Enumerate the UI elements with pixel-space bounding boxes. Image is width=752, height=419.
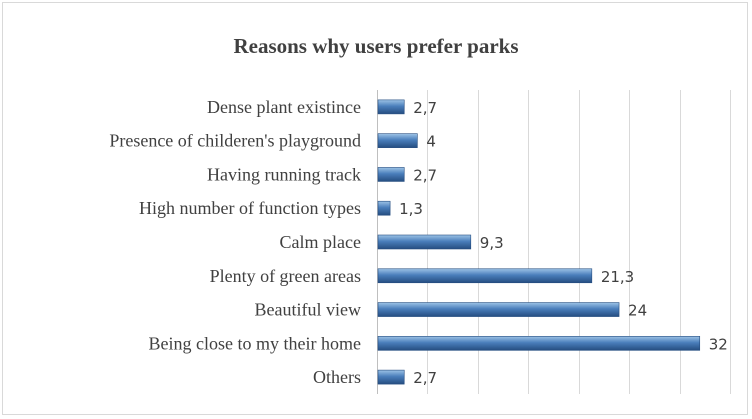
value-label: 9,3 <box>480 234 504 252</box>
category-label: Presence of childeren's playground <box>109 131 361 151</box>
category-label: Others <box>313 367 361 387</box>
category-label: Plenty of green areas <box>210 266 361 286</box>
value-label: 2,7 <box>413 369 437 387</box>
bar <box>377 302 620 317</box>
bar <box>377 133 418 148</box>
bar <box>377 268 593 284</box>
value-label: 2,7 <box>413 166 437 184</box>
value-labels: 2,7 4 2,7 1,3 9,3 21,3 24 32 2,7 <box>399 99 728 387</box>
category-label: Having running track <box>207 164 361 184</box>
chart-title: Reasons why users prefer parks <box>233 34 518 58</box>
chart-frame: Reasons why users prefer parks Dense pla… <box>2 2 748 415</box>
category-label: Dense plant existince <box>207 97 361 117</box>
bar <box>377 200 391 216</box>
bar-chart: Reasons why users prefer parks Dense pla… <box>109 34 731 394</box>
category-labels: Dense plant existince Presence of childer… <box>109 97 361 387</box>
value-label: 21,3 <box>601 268 634 286</box>
value-label: 2,7 <box>413 99 437 117</box>
bar <box>377 99 405 115</box>
bar <box>377 167 405 182</box>
value-label: 24 <box>628 302 647 320</box>
value-label: 4 <box>426 133 436 151</box>
bar <box>377 234 472 250</box>
category-label: Calm place <box>280 232 361 252</box>
bars-layer <box>377 99 701 385</box>
grid-layer <box>377 90 731 394</box>
category-label: High number of function types <box>139 198 361 218</box>
category-label: Beautiful view <box>255 300 361 320</box>
bar <box>377 369 405 385</box>
value-label: 32 <box>709 335 728 353</box>
value-label: 1,3 <box>399 200 423 218</box>
bar <box>377 336 701 351</box>
category-label: Being close to my their home <box>149 333 361 353</box>
